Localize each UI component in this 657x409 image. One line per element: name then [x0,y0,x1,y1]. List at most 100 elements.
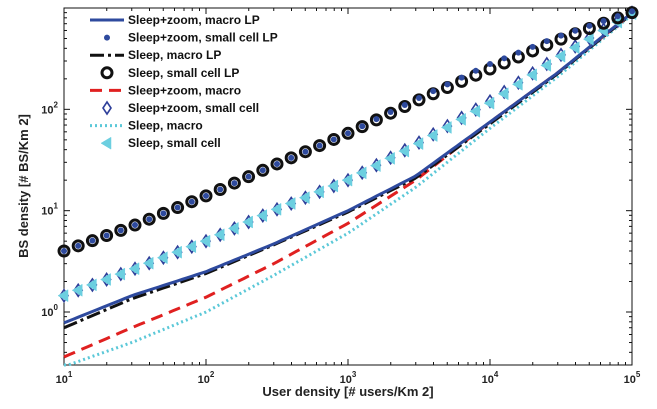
series-1-marker [444,81,451,88]
legend: Sleep+zoom, macro LP Sleep+zoom, small ce… [90,13,278,150]
series-1-marker [217,186,224,193]
series-0 [63,11,633,325]
y-tick-label: 101 [41,202,58,218]
x-tick-exp: 3 [352,370,357,379]
series-3-marker [171,201,185,215]
series-1-marker [274,160,280,167]
series-7-marker [171,245,182,259]
series-3-marker [242,170,256,184]
series-1-marker [487,61,493,68]
series-3-marker [270,157,284,171]
y-tick-base: 10 [41,104,53,116]
series-7-marker [71,283,83,297]
series-7-marker [256,209,268,223]
legend-marker-1 [104,34,110,41]
series-7-marker [384,151,395,165]
series-1-marker [572,27,579,34]
x-tick-base: 10 [482,374,494,386]
series-7-marker [469,104,481,118]
series-3-marker [156,206,170,220]
series-3-marker [213,182,227,196]
series-1-marker [345,130,351,137]
series-7-marker [242,215,253,229]
legend-label-5: Sleep+zoom, small cell [128,101,259,115]
x-axis-label: User density [# users/Km 2] [262,384,433,399]
x-tick-label: 101 [56,370,73,386]
y-tick-exp: 0 [54,303,59,312]
series-1-marker [288,154,295,161]
legend-label-4: Sleep+zoom, macro [128,83,241,97]
series-3-marker [227,176,241,190]
series-3-marker [298,145,312,159]
x-tick-label: 102 [198,370,215,386]
legend-label-1: Sleep+zoom, small cell LP [128,31,278,45]
series-7-marker [114,267,126,281]
series-3-marker [625,6,639,20]
legend-marker-7 [100,136,112,150]
legend-entry-5: Sleep+zoom, small cell [102,100,259,116]
series-layer [57,5,639,367]
series-3-marker [128,218,142,232]
legend-entry-0: Sleep+zoom, macro LP [90,13,260,27]
series-1-marker [132,222,138,229]
series-7-marker [341,173,353,187]
legend-entry-7: Sleep, small cell [100,136,221,150]
series-7-marker [213,228,225,242]
series-1-marker [614,13,621,20]
series-7-marker [156,251,168,265]
series-3-marker [327,132,341,146]
legend-label-7: Sleep, small cell [128,136,221,150]
series-7-marker [57,289,69,303]
series-3-marker [199,189,213,203]
series-3-marker [114,223,128,237]
series-7-marker [483,96,495,110]
x-tick-exp: 4 [494,370,499,379]
series-4-line [63,12,633,359]
x-tick-exp: 2 [210,370,215,379]
series-7-marker [412,137,424,151]
series-1-marker [373,116,380,123]
series-7-marker [497,87,509,101]
series-3-marker [412,93,426,107]
series-1-marker [529,43,536,50]
y-tick-exp: 1 [54,202,59,211]
series-3-marker [100,229,114,243]
series-1-marker [160,210,167,217]
series-1-marker [61,248,67,255]
series-7-marker [313,185,324,199]
series-7-marker [284,197,296,210]
y-tick-exp: 2 [54,100,59,109]
series-1-marker [515,49,522,56]
series-1-marker [103,232,110,239]
series-1-marker [359,123,366,130]
series-7-marker [398,144,410,158]
series-0-line [63,11,633,325]
legend-marker-3 [100,66,114,80]
y-tick-label: 100 [41,303,58,319]
legend-entry-1: Sleep+zoom, small cell LP [104,31,278,45]
series-1-marker [316,142,323,149]
x-tick-base: 10 [624,374,636,386]
series-1-marker [259,167,266,174]
series-1-marker [330,136,337,143]
series-7-marker [227,221,239,235]
series-7-marker [355,166,367,180]
series-3-marker [355,120,369,134]
series-1-marker [458,74,465,81]
x-tick-exp: 5 [636,370,641,379]
series-7-marker [540,58,552,72]
series-7-marker [455,112,466,126]
series-7-marker [440,121,452,134]
series-4 [63,12,633,359]
series-1-marker [117,227,124,234]
series-7-marker [526,68,537,82]
series-3-marker [611,11,625,25]
series-7-marker [369,159,381,173]
x-tick-label: 104 [482,370,499,386]
series-3-marker [57,244,71,258]
y-axis-label: BS density [# BS/Km 2] [16,114,31,258]
series-7-marker [554,49,566,63]
series-1-marker [75,242,82,249]
series-1-marker [174,204,181,211]
